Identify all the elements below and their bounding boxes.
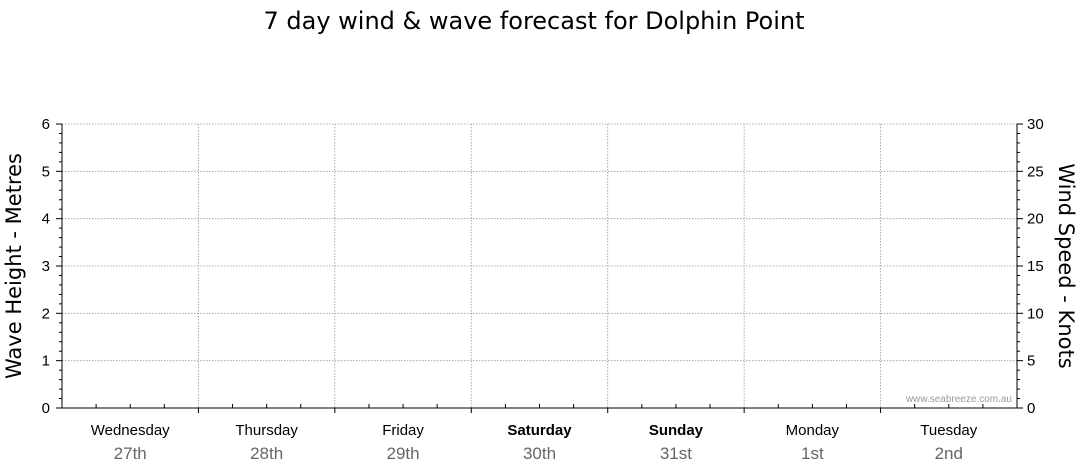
left-axis-label: Wave Height - Metres (2, 153, 26, 379)
left-tick-label: 2 (42, 305, 50, 322)
right-tick-label: 10 (1027, 305, 1044, 322)
date-label: 31st (660, 444, 692, 463)
day-labels: Wednesday 27th Thursday 28th Friday 29th Satur… (91, 422, 978, 463)
left-tick-label: 3 (42, 258, 50, 275)
date-label: 30th (523, 444, 556, 463)
tick-layer: 0 1 2 3 4 5 6 0 5 10 15 20 25 30 (42, 116, 1044, 417)
right-tick-label: 0 (1027, 400, 1035, 417)
left-tick-label: 4 (42, 211, 50, 228)
right-tick-label: 25 (1027, 163, 1044, 180)
date-label: 29th (387, 444, 420, 463)
day-label: Tuesday (920, 422, 977, 439)
right-tick-label: 5 (1027, 353, 1035, 370)
right-tick-label: 20 (1027, 211, 1044, 228)
date-label: 2nd (935, 444, 963, 463)
day-label: Thursday (235, 422, 298, 439)
grid-layer (62, 123, 1017, 408)
date-label: 27th (114, 444, 147, 463)
day-label: Sunday (649, 422, 704, 439)
left-tick-label: 6 (42, 116, 50, 133)
left-tick-label: 0 (42, 400, 50, 417)
right-tick-label: 30 (1027, 116, 1044, 133)
right-tick-label: 15 (1027, 258, 1044, 275)
watermark-text: www.seabreeze.com.au (905, 394, 1012, 405)
left-tick-label: 5 (42, 163, 50, 180)
day-label: Monday (786, 422, 840, 439)
chart-title: 7 day wind & wave forecast for Dolphin P… (263, 7, 804, 35)
date-label: 28th (250, 444, 283, 463)
left-tick-label: 1 (42, 353, 50, 370)
date-label: 1st (801, 444, 824, 463)
day-label: Wednesday (91, 422, 170, 439)
day-label: Saturday (507, 422, 572, 439)
day-label: Friday (382, 422, 424, 439)
right-axis-label: Wind Speed - Knots (1054, 163, 1078, 368)
